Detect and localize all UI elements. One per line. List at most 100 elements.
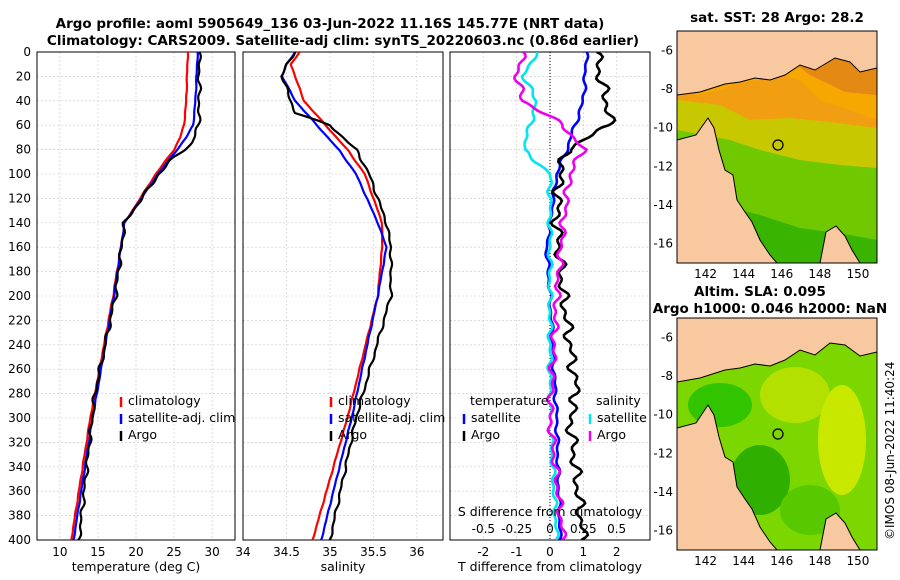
x-tick-label: -1 <box>511 545 523 559</box>
x-tick-label: 36 <box>409 545 424 559</box>
depth-tick-label: 200 <box>8 289 31 303</box>
t-difference-xlabel: T difference from climatology <box>457 559 643 574</box>
temperature-grid <box>37 51 235 541</box>
depth-tick-label: 0 <box>23 45 31 59</box>
depth-tick-label: 60 <box>16 118 31 132</box>
map-lon-tick: 150 <box>846 554 869 568</box>
x-tick-label: 15 <box>90 545 105 559</box>
x-tick-label: 30 <box>205 545 220 559</box>
map-lat-tick: -14 <box>653 198 673 212</box>
x-tick-label: 0.5 <box>607 522 626 536</box>
x-tick-label: 0 <box>546 545 554 559</box>
sla-map-ticks: 142 144 146 148 150 -6 -8 -10 -12 -14 -16 <box>653 330 869 568</box>
map-lat-tick: -16 <box>653 524 673 538</box>
map-lat-tick: -16 <box>653 237 673 251</box>
depth-tick-label: 280 <box>8 387 31 401</box>
x-tick-label: 10 <box>52 545 67 559</box>
s-difference-xlabel: S difference from climatology <box>458 504 643 519</box>
salinity-difference-tick-labels: -0.5 -0.25 0 0.25 0.5 <box>472 522 627 536</box>
x-tick-label: -0.5 <box>472 522 495 536</box>
sst-map-title: sat. SST: 28 Argo: 28.2 <box>690 10 864 26</box>
temperature-tick-labels: 10 15 20 25 30 <box>52 545 220 559</box>
figure-title-line1: Argo profile: aoml 5905649_136 03-Jun-20… <box>56 16 605 32</box>
difference-line-3 <box>513 52 589 540</box>
salinity-line-1 <box>280 52 388 540</box>
depth-tick-label: 320 <box>8 435 31 449</box>
sla-patch <box>730 445 790 515</box>
x-tick-label: 1 <box>580 545 588 559</box>
x-tick-label: 35 <box>322 545 337 559</box>
x-tick-label: 20 <box>128 545 143 559</box>
temperature-legend: climatology satellite-adj. clim Argo <box>119 393 235 442</box>
sst-map-ticks: 142 144 146 148 150 -6 -8 -10 -12 -14 -16 <box>653 43 869 281</box>
depth-tick-label: 20 <box>16 69 31 83</box>
sla-map-title: Altim. SLA: 0.095 <box>694 284 826 300</box>
sla-patch <box>760 367 830 423</box>
temperature-xlabel: temperature (deg C) <box>72 559 201 574</box>
map-lon-tick: 142 <box>694 267 717 281</box>
depth-tick-label: 400 <box>8 533 31 547</box>
map-lat-tick: -8 <box>661 369 673 383</box>
map-lat-tick: -12 <box>653 446 673 460</box>
x-tick-label: 34.5 <box>273 545 300 559</box>
map-lon-tick: 146 <box>770 267 793 281</box>
salinity-tick-labels: 34 34.5 35 35.5 36 <box>235 545 424 559</box>
map-lat-tick: -8 <box>661 82 673 96</box>
legend-s-satellite: satellite <box>597 410 647 425</box>
depth-tick-label: 120 <box>8 191 31 205</box>
temperature-line-1 <box>72 52 199 540</box>
map-lon-tick: 150 <box>846 267 869 281</box>
depth-tick-label: 380 <box>8 509 31 523</box>
sla-map <box>677 318 877 550</box>
depth-tick-label: 40 <box>16 94 31 108</box>
depth-tick-label: 80 <box>16 143 31 157</box>
x-tick-label: 0.25 <box>570 522 597 536</box>
map-lon-tick: 142 <box>694 554 717 568</box>
map-lon-tick: 148 <box>808 267 831 281</box>
salinity-series <box>280 52 394 540</box>
map-lon-tick: 144 <box>732 267 755 281</box>
argo-marker <box>772 139 784 151</box>
x-tick-label: -0.25 <box>501 522 532 536</box>
salinity-line-2 <box>280 52 394 540</box>
salinity-axes <box>242 51 444 541</box>
sst-map-axes <box>676 30 878 264</box>
depth-tick-label: 140 <box>8 216 31 230</box>
x-tick-label: 25 <box>166 545 181 559</box>
legend-t-satellite: satellite <box>471 410 521 425</box>
x-tick-label: 34 <box>235 545 250 559</box>
map-lat-tick: -6 <box>661 330 673 344</box>
legend-argo: Argo <box>128 427 157 442</box>
x-tick-label: -2 <box>477 545 489 559</box>
x-tick-label: 35.5 <box>360 545 387 559</box>
map-lat-tick: -10 <box>653 121 673 135</box>
argo-marker <box>772 428 784 440</box>
salinity-legend: climatology satellite-adj. clim Argo <box>329 393 445 442</box>
legend-satellite: satellite-adj. clim <box>338 410 445 425</box>
x-tick-label: 2 <box>613 545 621 559</box>
depth-tick-label: 100 <box>8 167 31 181</box>
legend-satellite: satellite-adj. clim <box>128 410 235 425</box>
map-lat-tick: -10 <box>653 408 673 422</box>
sla-patch <box>818 385 866 495</box>
depth-tick-label: 340 <box>8 460 31 474</box>
new-guinea-land <box>677 318 877 383</box>
difference-tick-labels: -2 -1 0 1 2 <box>477 545 620 559</box>
difference-series <box>513 52 617 540</box>
map-lat-tick: -14 <box>653 485 673 499</box>
depth-tick-label: 360 <box>8 484 31 498</box>
map-lon-tick: 146 <box>770 554 793 568</box>
x-tick-label: 0 <box>546 522 554 536</box>
legend-temperature-title: temperature <box>470 393 549 408</box>
legend-s-argo: Argo <box>597 427 626 442</box>
depth-tick-label: 160 <box>8 240 31 254</box>
depth-tick-labels: 0 20 40 60 80 100 120 140 160 180 200 220 240 260 280 3… <box>8 45 31 547</box>
legend-salinity-title: salinity <box>596 393 641 408</box>
legend-climatology: climatology <box>128 393 201 408</box>
depth-tick-label: 180 <box>8 265 31 279</box>
legend-t-argo: Argo <box>471 427 500 442</box>
new-guinea-land <box>677 31 877 96</box>
difference-line-1 <box>549 52 617 540</box>
map-lat-tick: -12 <box>653 159 673 173</box>
temperature-series <box>70 52 203 540</box>
